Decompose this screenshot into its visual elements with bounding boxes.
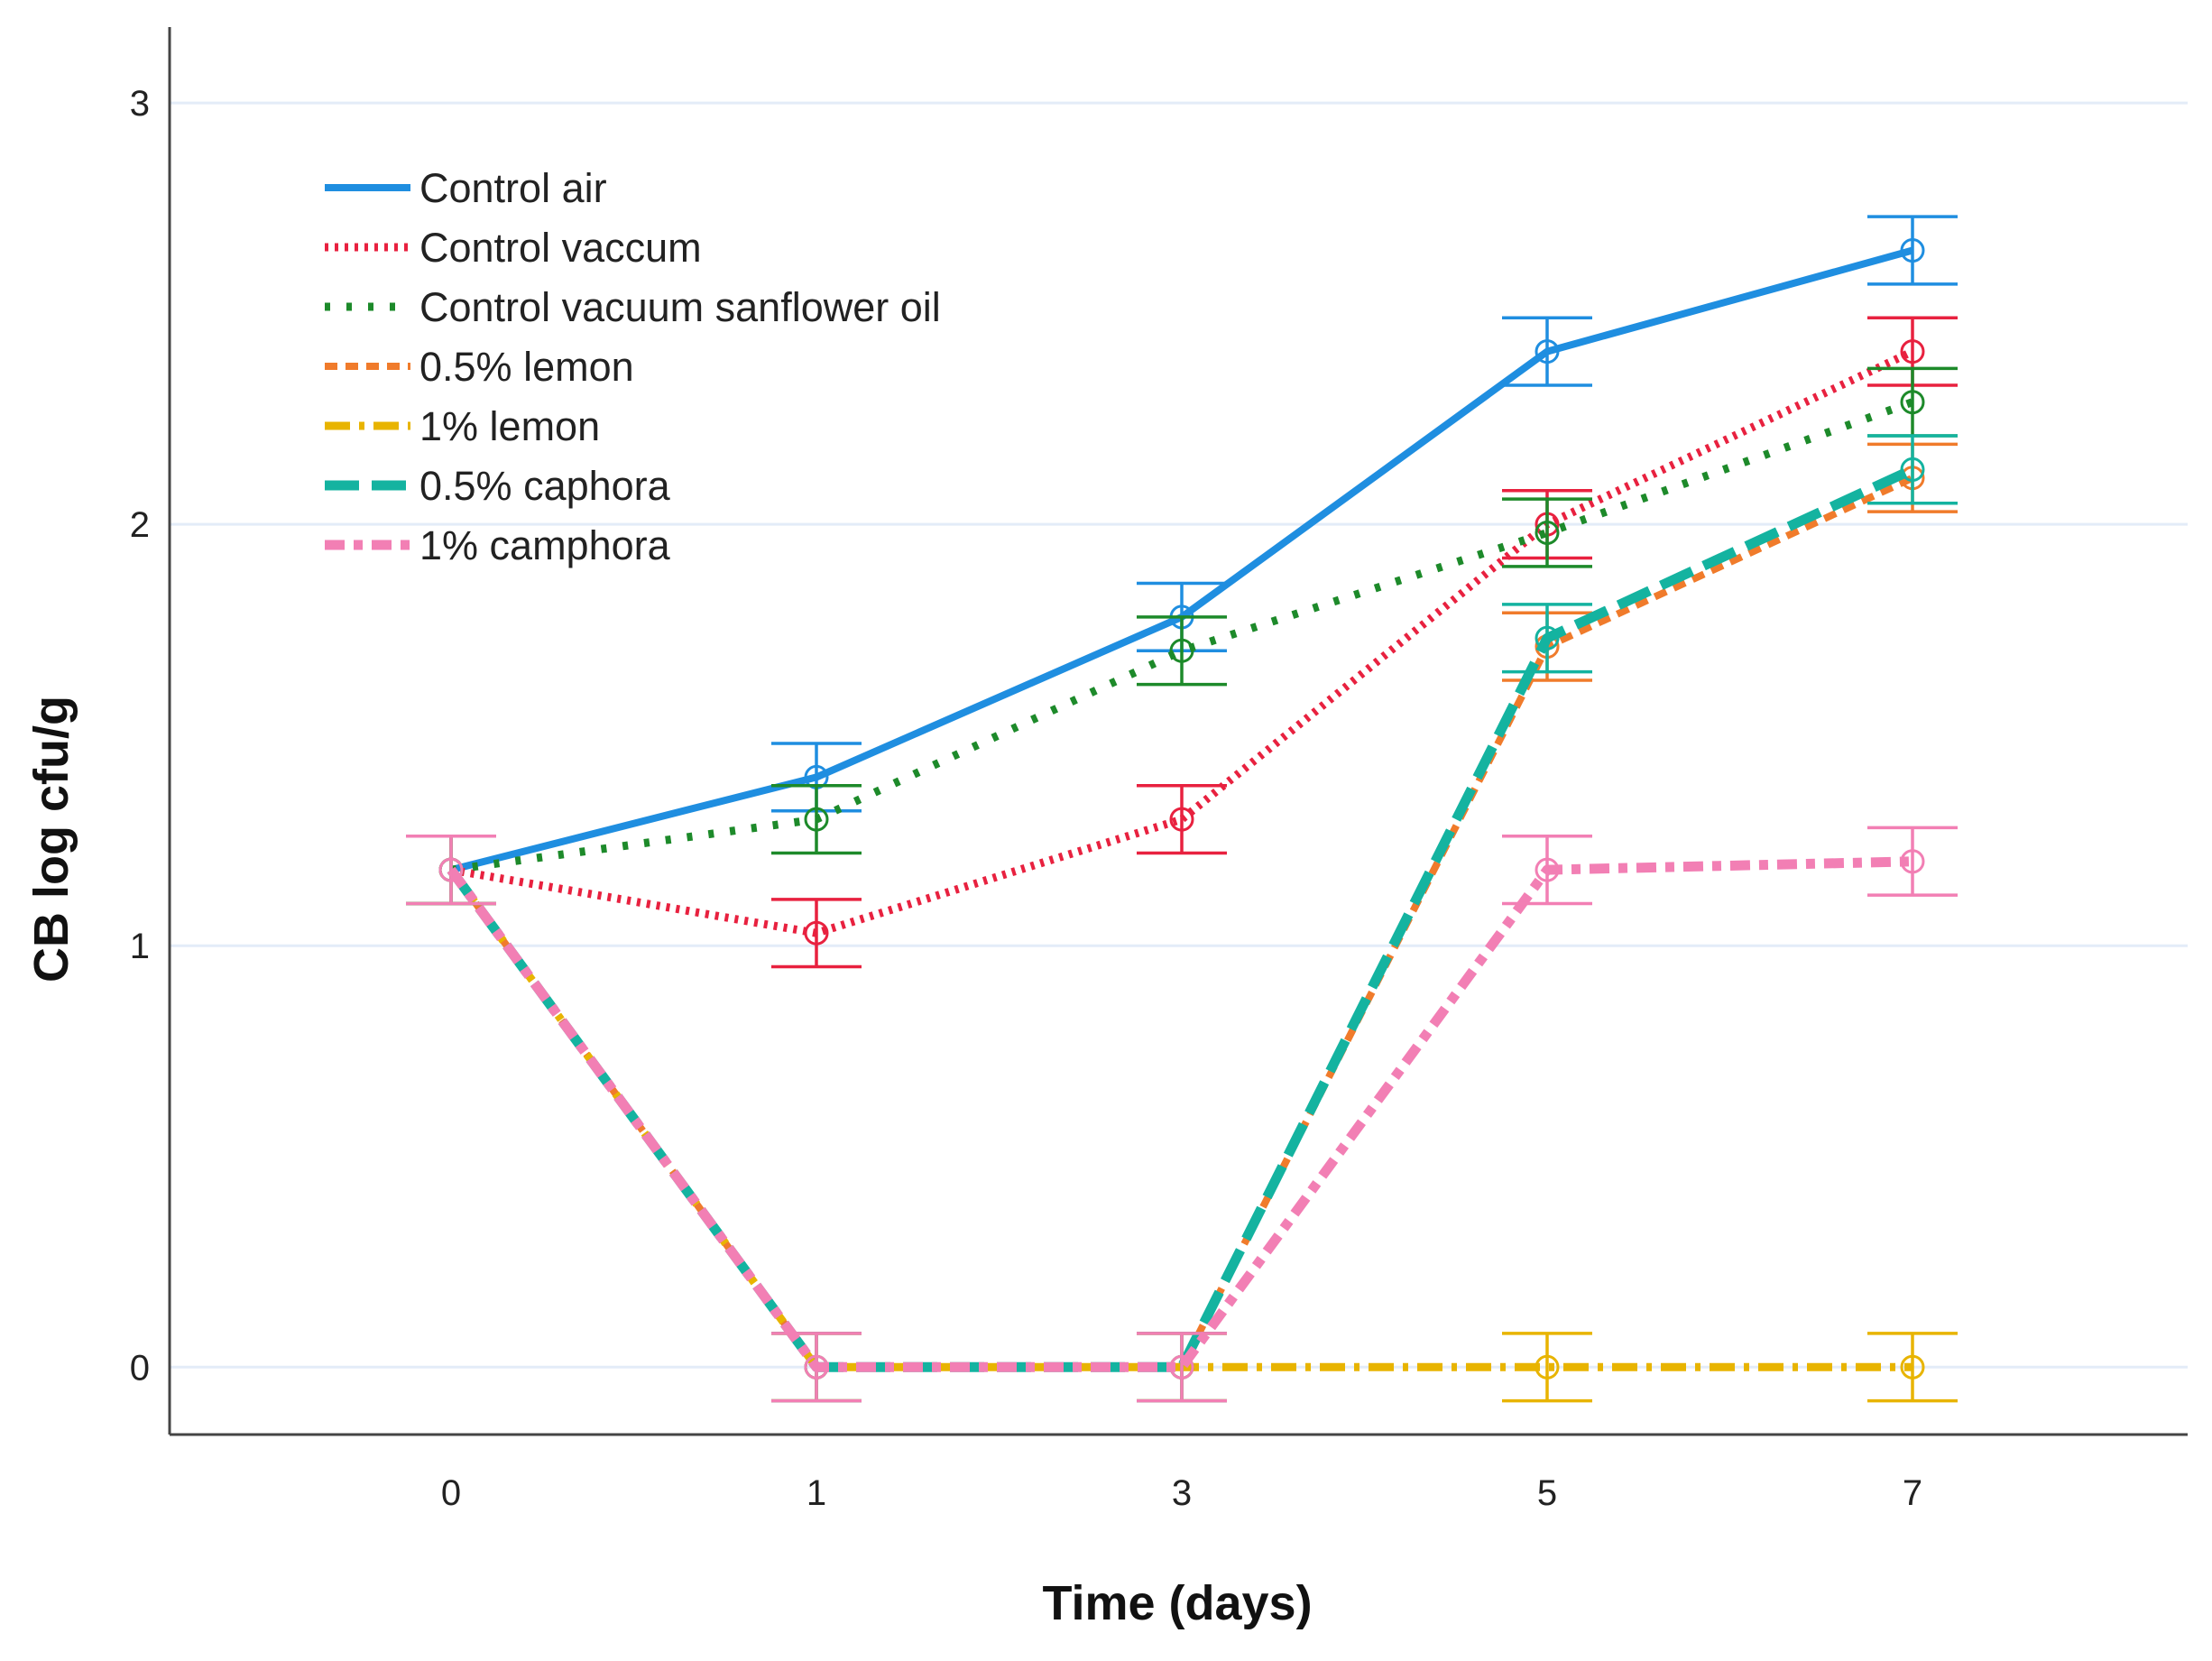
legend-label-0: Control air xyxy=(419,165,607,211)
data-point xyxy=(1169,1354,1194,1380)
y-tick-label: 2 xyxy=(130,505,150,545)
data-point xyxy=(1535,339,1560,364)
y-tick-label: 3 xyxy=(130,84,150,124)
x-tick-label: 0 xyxy=(441,1473,461,1513)
data-point xyxy=(1900,457,1925,482)
data-point xyxy=(804,807,829,832)
axes: 0 1 2 3 0 1 3 5 7 xyxy=(130,27,2188,1513)
series-6 xyxy=(406,826,1958,1403)
legend-label-4: 1% lemon xyxy=(419,403,600,449)
y-tick-label: 0 xyxy=(130,1348,150,1388)
legend-label-2: Control vacuum sanflower oil xyxy=(419,284,941,330)
x-tick-label: 3 xyxy=(1172,1473,1192,1513)
data-point xyxy=(1535,625,1560,651)
x-axis-title: Time (days) xyxy=(1042,1576,1312,1630)
x-tick-label: 7 xyxy=(1903,1473,1922,1513)
legend: Control air Control vaccum Control vacuum … xyxy=(325,165,941,568)
x-tick-label: 5 xyxy=(1537,1473,1557,1513)
legend-label-5: 0.5% caphora xyxy=(419,463,671,509)
data-point xyxy=(1900,390,1925,415)
data-point xyxy=(1900,238,1925,263)
data-point xyxy=(1535,1354,1560,1380)
series-group xyxy=(406,215,1958,1403)
legend-label-6: 1% camphora xyxy=(419,522,671,568)
data-point xyxy=(1900,339,1925,364)
legend-label-1: Control vaccum xyxy=(419,225,702,271)
series-line xyxy=(447,465,1915,1372)
data-point xyxy=(1169,638,1194,663)
y-tick-label: 1 xyxy=(130,927,150,966)
data-point xyxy=(1900,849,1925,874)
data-point xyxy=(804,920,829,946)
x-tick-label: 1 xyxy=(806,1473,826,1513)
data-point xyxy=(438,857,464,882)
data-point xyxy=(804,1354,829,1380)
data-point xyxy=(1535,520,1560,545)
data-point xyxy=(1900,1354,1925,1380)
legend-label-3: 0.5% lemon xyxy=(419,344,634,390)
y-axis-title: CB log cfu/g xyxy=(24,696,78,983)
data-point xyxy=(1535,857,1560,882)
series-line xyxy=(447,856,1913,1372)
data-point xyxy=(1169,807,1194,832)
